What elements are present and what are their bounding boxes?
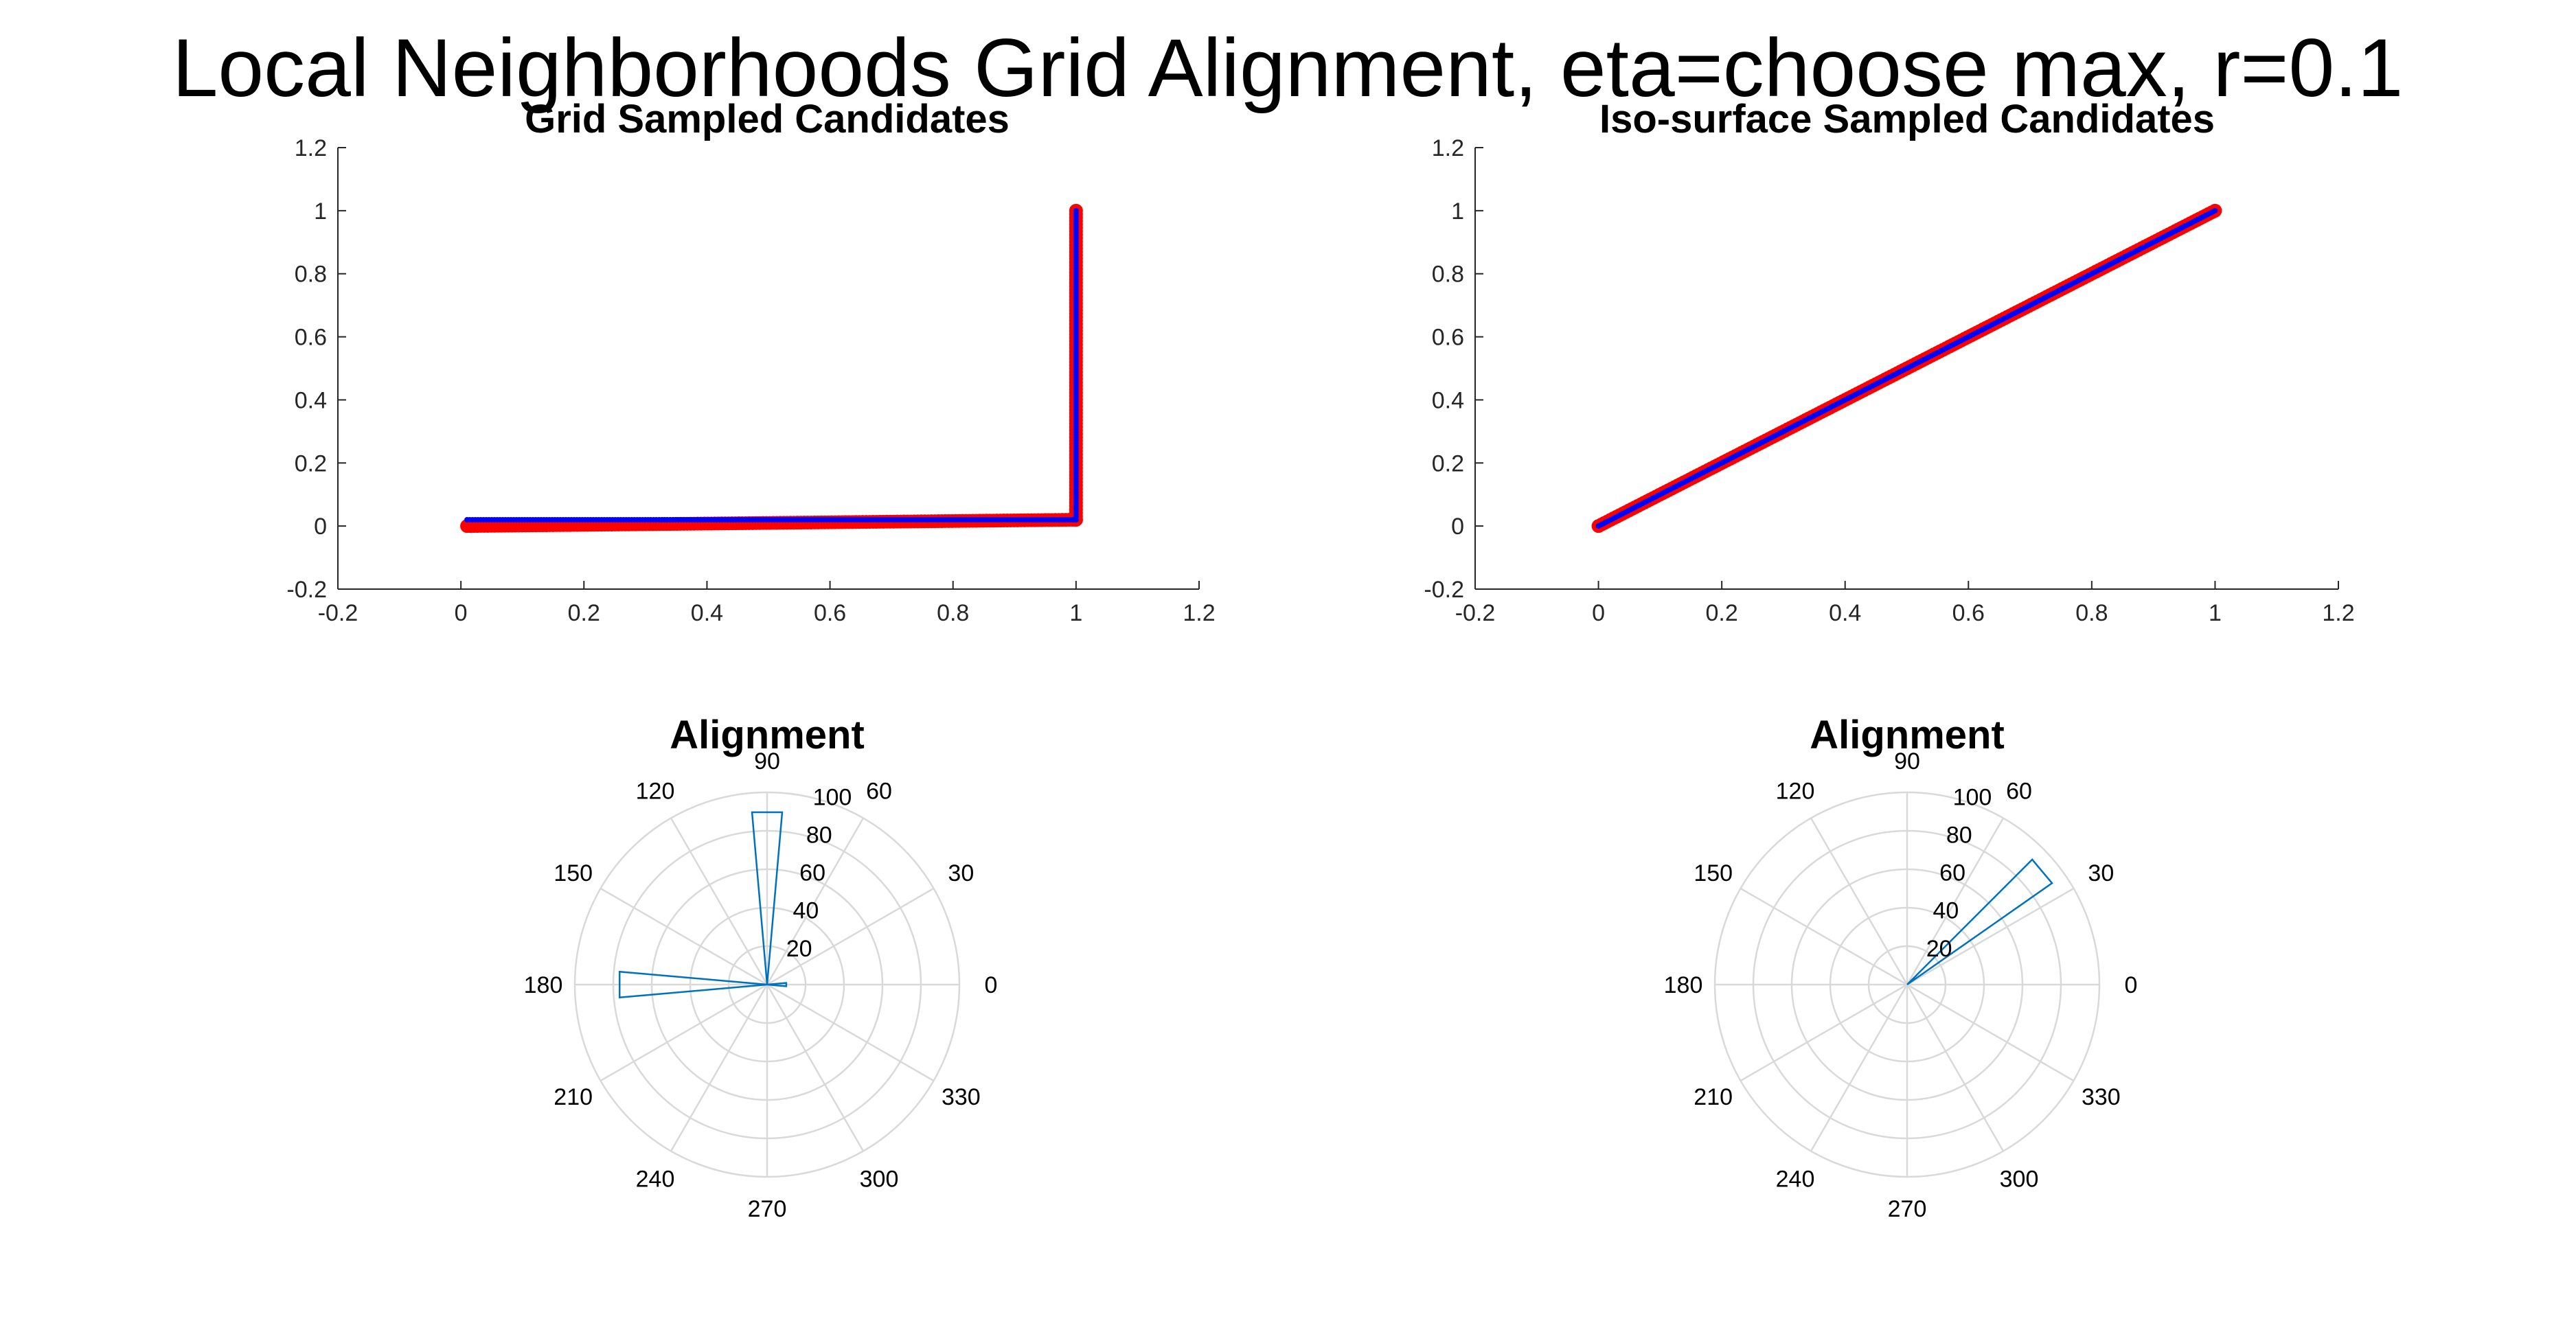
x-tick-label: 1.2 [2322, 600, 2354, 626]
theta-label: 120 [1776, 779, 1815, 805]
radial-tick-label: 80 [806, 822, 832, 848]
radial-tick-label: 40 [793, 898, 819, 924]
blue-candidate-point [1073, 207, 1079, 214]
y-tick-label: 0.8 [295, 262, 327, 288]
y-tick-label: 1.2 [1432, 135, 1464, 161]
x-tick-label: 1 [2209, 600, 2222, 626]
theta-label: 300 [2000, 1166, 2039, 1192]
alignment-bin-wedge [618, 970, 768, 999]
grid-sampled-axes: Grid Sampled Candidates -0.2 0 0.2 0.4 0.6 0.… [286, 97, 1215, 626]
y-tick-label: 0.2 [295, 450, 327, 477]
theta-label: 300 [860, 1166, 899, 1192]
alignment-left-title: Alignment [670, 713, 865, 757]
radial-tick-label: 40 [1933, 898, 1959, 924]
x-tick-label: 1 [1069, 600, 1082, 626]
polar-grid-spoke [600, 983, 768, 1082]
radial-tick-label: 60 [1939, 860, 1965, 886]
polar-grid-spoke [1906, 887, 2075, 986]
x-tick-label: 0.8 [2075, 600, 2108, 626]
y-tick-label: 1 [1451, 198, 1464, 225]
alignment-right-title: Alignment [1810, 713, 2005, 757]
alignment-bin-wedge [1906, 858, 2053, 986]
x-tick-label: 1.2 [1183, 600, 1215, 626]
radial-tick-label: 20 [1926, 936, 1952, 962]
blue-candidate-point [2212, 207, 2218, 214]
polar-grid-spoke [766, 984, 865, 1152]
theta-label: 90 [754, 748, 780, 774]
polar-grid-spoke [1906, 983, 2075, 1082]
y-tick-label: 0.6 [295, 325, 327, 351]
iso-surface-sampled-axes: Iso-surface Sampled Candidates -0.2 0 0.2 0… [1424, 97, 2354, 626]
radial-tick-label: 100 [813, 784, 852, 810]
y-tick-label: 0.4 [295, 387, 327, 413]
radial-tick-label: 60 [799, 860, 825, 886]
y-tick-label: 1.2 [295, 135, 327, 161]
y-tick-label: -0.2 [1424, 577, 1464, 603]
polar-grid-spoke [1906, 817, 2005, 985]
polar-grid-spoke [1810, 817, 1908, 985]
radial-tick-label: 20 [786, 936, 812, 962]
theta-label: 330 [2082, 1084, 2121, 1110]
y-tick-label: 0 [314, 514, 327, 540]
theta-label: 270 [748, 1196, 787, 1222]
x-tick-label: 0.2 [568, 600, 600, 626]
y-tick-label: 1 [314, 198, 327, 225]
iso-surface-sampled-title: Iso-surface Sampled Candidates [1599, 97, 2215, 141]
radial-tick-label: 100 [1953, 784, 1992, 810]
polar-grid-spoke [670, 984, 768, 1152]
x-tick-label: 0.6 [814, 600, 846, 626]
theta-label: 150 [554, 860, 593, 886]
polar-grid-spoke [1906, 984, 2005, 1152]
polar-grid-spoke [670, 817, 768, 985]
theta-label: 210 [554, 1084, 593, 1110]
theta-label: 330 [942, 1084, 981, 1110]
theta-label: 270 [1888, 1196, 1927, 1222]
x-tick-label: 0 [1592, 600, 1605, 626]
figure-title: Local Neighborhoods Grid Alignment, eta=… [172, 22, 2404, 114]
x-tick-label: 0 [455, 600, 468, 626]
alignment-polar-right: Alignment 0 30 60 90 120 150 180 210 240 270 300 33… [1664, 713, 2138, 1222]
theta-label: 120 [636, 779, 675, 805]
y-tick-label: 0.8 [1432, 262, 1464, 288]
radial-tick-label: 80 [1946, 822, 1972, 848]
theta-label: 0 [985, 972, 998, 998]
polar-grid-spoke [1810, 984, 1908, 1152]
alignment-bin-wedge [766, 982, 788, 987]
grid-sampled-title: Grid Sampled Candidates [525, 97, 1010, 141]
x-tick-label: 0.2 [1706, 600, 1738, 626]
y-tick-label: 0 [1451, 514, 1464, 540]
theta-label: 60 [866, 779, 892, 805]
theta-label: 180 [524, 972, 563, 998]
theta-label: 210 [1694, 1084, 1733, 1110]
theta-label: 30 [2088, 860, 2114, 886]
theta-label: 0 [2125, 972, 2138, 998]
x-tick-label: -0.2 [1455, 600, 1496, 626]
x-tick-label: 0.4 [1829, 600, 1861, 626]
y-tick-label: 0.4 [1432, 387, 1464, 413]
theta-label: 30 [948, 860, 974, 886]
alignment-polar-left: Alignment 0 30 60 90 120 150 180 210 240 270 300 33… [524, 713, 998, 1222]
theta-label: 240 [636, 1166, 675, 1192]
x-tick-label: 0.8 [937, 600, 969, 626]
theta-label: 90 [1894, 748, 1920, 774]
x-tick-label: -0.2 [318, 600, 358, 626]
polar-grid-spoke [766, 887, 935, 986]
theta-label: 240 [1776, 1166, 1815, 1192]
polar-grid-spoke [600, 887, 768, 986]
alignment-bin-wedge [751, 811, 784, 985]
y-tick-label: 0.6 [1432, 325, 1464, 351]
y-tick-label: -0.2 [286, 577, 327, 603]
polar-grid-spoke [766, 817, 865, 985]
theta-label: 150 [1694, 860, 1733, 886]
polar-grid-spoke [1740, 887, 1908, 986]
x-tick-label: 0.6 [1952, 600, 1985, 626]
theta-label: 180 [1664, 972, 1703, 998]
polar-grid-spoke [1740, 983, 1908, 1082]
polar-grid-spoke [766, 983, 935, 1082]
y-tick-label: 0.2 [1432, 450, 1464, 477]
theta-label: 60 [2006, 779, 2032, 805]
x-tick-label: 0.4 [691, 600, 723, 626]
